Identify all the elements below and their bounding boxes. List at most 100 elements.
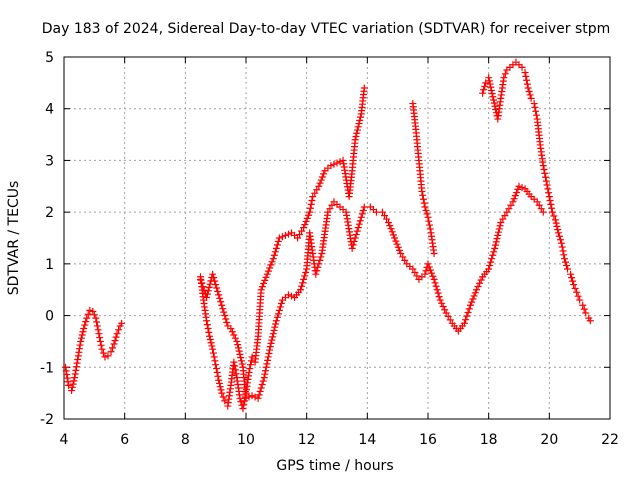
data-point (227, 325, 235, 332)
data-point (264, 267, 272, 275)
data-point (272, 244, 280, 252)
data-point (258, 381, 266, 389)
data-point (492, 238, 500, 246)
series-sdtvar-evening (409, 58, 594, 325)
data-point (239, 405, 247, 413)
data-point (543, 181, 551, 189)
data-point (430, 250, 438, 258)
x-tick-label: 14 (358, 432, 376, 448)
data-point (527, 94, 535, 102)
data-point (468, 298, 476, 306)
data-point (237, 354, 245, 362)
data-point (359, 206, 367, 214)
data-point (573, 288, 581, 296)
data-point (208, 342, 216, 350)
data-point (242, 394, 250, 402)
data-point (489, 251, 497, 259)
data-point (222, 315, 230, 323)
data-point (77, 334, 85, 342)
data-point (495, 228, 503, 236)
data-point (350, 237, 358, 245)
data-point (94, 326, 102, 334)
data-point (510, 195, 518, 203)
data-point (352, 133, 360, 141)
data-point (582, 309, 590, 317)
data-point (550, 212, 558, 220)
data-point (268, 258, 276, 266)
data-point (386, 222, 394, 230)
data-point (63, 374, 71, 382)
data-point (275, 234, 283, 242)
data-point (260, 280, 268, 288)
y-tick-label: 2 (45, 205, 54, 221)
data-point (433, 286, 441, 294)
data-point (245, 393, 253, 401)
data-point (518, 184, 526, 192)
data-point (421, 270, 429, 278)
data-point (75, 348, 83, 356)
data-point (76, 341, 84, 349)
data-point (312, 270, 320, 278)
data-point (425, 217, 433, 225)
data-point (302, 217, 310, 225)
data-point (228, 328, 236, 336)
data-point (277, 300, 285, 308)
data-point (482, 79, 490, 87)
data-point (223, 318, 231, 326)
data-point (209, 345, 217, 353)
data-point (230, 358, 238, 366)
data-point (263, 270, 271, 278)
data-point (214, 372, 222, 380)
data-point (254, 394, 262, 402)
y-tick-labels: -2 -1 0 1 2 3 4 5 (40, 50, 54, 428)
data-point (210, 353, 218, 361)
data-point (62, 363, 70, 371)
data-point (539, 162, 547, 170)
data-point (266, 346, 274, 354)
data-point (480, 86, 488, 94)
data-point (518, 63, 526, 71)
y-tick-label: 4 (45, 102, 54, 118)
data-point (539, 208, 547, 216)
data-point (460, 319, 468, 327)
data-point (557, 239, 565, 247)
data-point (509, 198, 517, 206)
data-point (318, 173, 326, 181)
data-point (231, 366, 239, 374)
data-point (274, 310, 282, 318)
data-point (469, 295, 477, 303)
data-point (232, 370, 240, 378)
data-point (219, 393, 227, 401)
data-point (216, 294, 224, 302)
data-point (109, 344, 117, 352)
data-point (262, 367, 270, 375)
data-point (197, 275, 204, 283)
data-point (257, 286, 265, 294)
data-point (96, 334, 104, 342)
data-point (487, 83, 495, 91)
data-point (74, 356, 82, 364)
data-point (523, 80, 531, 88)
data-point (541, 169, 549, 177)
data-point (568, 274, 576, 282)
data-point (422, 267, 430, 275)
data-point (560, 251, 568, 259)
data-point (394, 243, 402, 251)
data-point (419, 191, 427, 199)
data-point (544, 185, 552, 193)
data-point (107, 348, 115, 356)
data-point (523, 76, 531, 84)
grid (64, 57, 610, 419)
data-point (561, 255, 568, 263)
data-point (209, 349, 217, 357)
data-point (391, 234, 399, 242)
data-point (90, 311, 98, 319)
data-point (424, 260, 432, 268)
data-point (81, 321, 89, 329)
data-point (112, 333, 120, 341)
data-point (434, 289, 442, 297)
data-point (209, 270, 217, 278)
data-point (300, 224, 308, 232)
data-point (522, 72, 530, 80)
